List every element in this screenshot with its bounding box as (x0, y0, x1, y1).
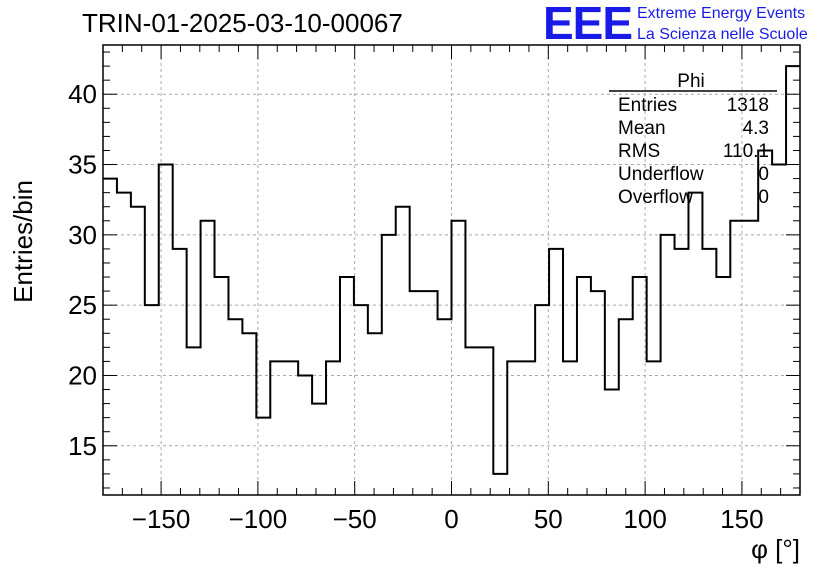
stats-value: 110.1 (723, 141, 769, 162)
y-tick-label: 20 (68, 360, 97, 390)
x-tick-label: −150 (132, 504, 191, 534)
logo-caption: Extreme Energy Events La Scienza nelle S… (637, 3, 808, 45)
logo-line-1: Extreme Energy Events (637, 5, 806, 22)
stats-label: Mean (618, 118, 666, 139)
x-tick-labels: −150 −100 −50 0 50 100 150 (132, 504, 764, 534)
y-tick-label: 35 (68, 150, 97, 180)
stats-label: Overflow (618, 187, 693, 208)
x-tick-label: 0 (444, 504, 458, 534)
y-tick-label: 15 (68, 431, 97, 461)
eee-logo: EEE (543, 0, 633, 49)
chart-title: TRIN-01-2025-03-10-00067 (82, 8, 403, 38)
x-tick-label: −50 (333, 504, 377, 534)
y-tick-label: 25 (68, 290, 97, 320)
stats-title: Phi (677, 71, 704, 92)
y-tick-labels: 15 20 25 30 35 40 (68, 79, 97, 461)
stats-label: Underflow (618, 164, 704, 185)
stats-label: RMS (618, 141, 660, 162)
logo-line-2: La Scienza nelle Scuole (637, 26, 808, 43)
x-axis-label: φ [°] (751, 534, 800, 564)
stats-value: 0 (758, 187, 769, 208)
stats-value: 1318 (727, 95, 769, 116)
y-tick-label: 30 (68, 220, 97, 250)
stats-value: 0 (758, 164, 769, 185)
x-tick-label: 50 (534, 504, 563, 534)
histogram-outline (103, 65, 800, 475)
x-tick-label: −100 (229, 504, 288, 534)
y-tick-label: 40 (68, 79, 97, 109)
y-axis-label: Entries/bin (8, 180, 38, 303)
stats-label: Entries (618, 95, 677, 116)
stats-value: 4.3 (743, 118, 769, 139)
x-tick-label: 100 (623, 504, 666, 534)
plot-frame (102, 44, 801, 496)
x-tick-label: 150 (720, 504, 763, 534)
